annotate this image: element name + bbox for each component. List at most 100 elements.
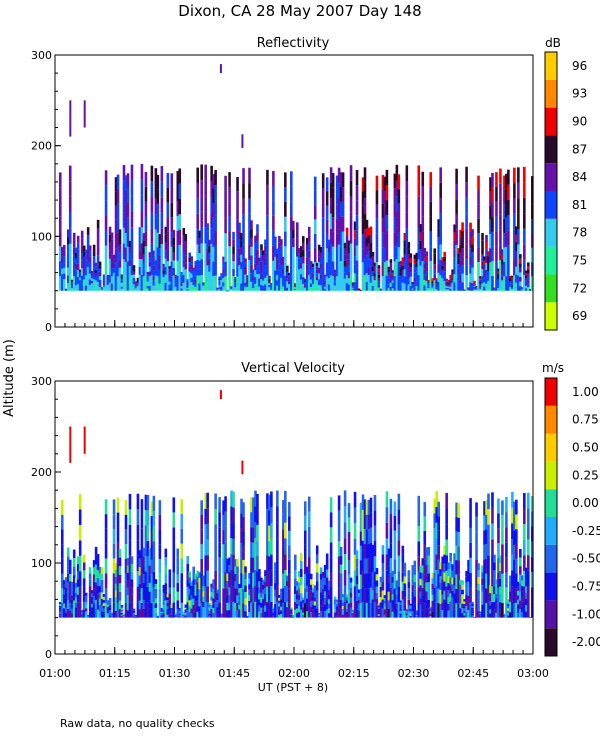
- heatmap-cell: [345, 235, 349, 244]
- heatmap-cell: [66, 237, 70, 245]
- heatmap-cell: [186, 280, 190, 283]
- heatmap-cell: [435, 538, 438, 555]
- heatmap-cell: [206, 539, 209, 556]
- heatmap-cell: [286, 575, 289, 581]
- heatmap-cell: [465, 570, 468, 577]
- heatmap-cell: [124, 276, 128, 291]
- heatmap-cell: [313, 605, 317, 610]
- heatmap-cell: [244, 262, 247, 267]
- heatmap-cell: [236, 219, 239, 234]
- heatmap-cell: [244, 282, 247, 287]
- heatmap-cell: [124, 189, 128, 205]
- heatmap-cell: [128, 555, 132, 572]
- heatmap-cell: [114, 610, 118, 618]
- heatmap-cell: [142, 600, 146, 609]
- heatmap-cell: [164, 226, 168, 235]
- x-tick-label: 02:00: [278, 667, 310, 680]
- heatmap-cell: [437, 501, 440, 517]
- heatmap-cell: [234, 289, 237, 291]
- heatmap-cell: [431, 611, 435, 618]
- heatmap-cell: [84, 264, 88, 271]
- heatmap-cell: [519, 600, 522, 610]
- heatmap-cell: [70, 281, 74, 283]
- heatmap-cell: [162, 597, 166, 602]
- heatmap-cell: [126, 246, 130, 262]
- heatmap-cell: [160, 197, 164, 213]
- heatmap-cell: [413, 281, 417, 287]
- heatmap-cell: [477, 247, 480, 262]
- heatmap-cell: [210, 243, 213, 260]
- heatmap-cell: [471, 252, 474, 260]
- heatmap-cell: [90, 600, 94, 604]
- heatmap-cell: [479, 612, 482, 613]
- heatmap-cell: [172, 267, 176, 276]
- heatmap-cell: [190, 594, 194, 600]
- heatmap-cell: [126, 202, 130, 218]
- heatmap-cell: [483, 277, 486, 283]
- heatmap-cell: [447, 562, 450, 570]
- heatmap-cell: [371, 271, 375, 277]
- heatmap-cell: [112, 558, 116, 574]
- heatmap-cell: [407, 284, 411, 291]
- heatmap-cell: [523, 213, 526, 229]
- heatmap-cell: [204, 539, 207, 556]
- heatmap-cell: [214, 524, 217, 541]
- heatmap-cell: [429, 610, 433, 613]
- heatmap-cell: [469, 542, 472, 558]
- heatmap-cell: [104, 245, 108, 261]
- heatmap-cell: [122, 617, 126, 618]
- heatmap-cell: [152, 602, 156, 618]
- heatmap-cell: [130, 196, 134, 212]
- heatmap-cell: [297, 258, 301, 265]
- heatmap-cell: [381, 247, 385, 262]
- heatmap-cell: [214, 602, 217, 618]
- heatmap-cell: [353, 273, 357, 283]
- heatmap-cell: [523, 166, 526, 183]
- heatmap-cell: [146, 274, 150, 277]
- heatmap-cell: [218, 557, 221, 573]
- heatmap-cell: [106, 606, 110, 609]
- heatmap-cell: [479, 277, 482, 280]
- heatmap-cell: [272, 611, 275, 613]
- heatmap-cell: [365, 255, 369, 265]
- heatmap-cell: [417, 259, 421, 276]
- heatmap-cell: [329, 542, 333, 558]
- heatmap-cell: [311, 592, 315, 597]
- heatmap-cell: [317, 615, 321, 617]
- heatmap-cell: [106, 608, 110, 612]
- heatmap-cell: [142, 591, 146, 601]
- heatmap-cell: [431, 583, 435, 590]
- heatmap-cell: [72, 592, 76, 601]
- heatmap-cell: [256, 602, 259, 618]
- heatmap-cell: [294, 554, 297, 563]
- heatmap-cell: [234, 610, 237, 618]
- heatmap-cell: [335, 204, 339, 219]
- heatmap-cell: [323, 591, 327, 598]
- heatmap-cell: [264, 570, 267, 577]
- x-tick-label: 02:45: [457, 667, 489, 680]
- heatmap-cell: [437, 263, 440, 273]
- heatmap-cell: [357, 589, 361, 593]
- heatmap-cell: [453, 241, 456, 250]
- heatmap-cell: [294, 578, 297, 587]
- heatmap-cell: [363, 543, 367, 559]
- heatmap-cell: [379, 289, 383, 290]
- colorbar-label: 0.00: [572, 496, 599, 510]
- heatmap-cell: [487, 285, 490, 291]
- heatmap-cell: [218, 285, 221, 288]
- heatmap-cell: [234, 278, 237, 281]
- heatmap-cell: [140, 274, 144, 291]
- heatmap-cell: [505, 232, 508, 247]
- heatmap-cell: [184, 615, 188, 618]
- heatmap-cell: [178, 612, 182, 615]
- heatmap-cell: [152, 511, 156, 527]
- heatmap-cell: [477, 204, 480, 219]
- heatmap-cell: [76, 594, 80, 603]
- heatmap-cell: [204, 570, 207, 587]
- heatmap-cell: [437, 559, 440, 575]
- heatmap-cell: [509, 286, 512, 289]
- heatmap-cell: [451, 590, 454, 598]
- heatmap-cell: [194, 606, 198, 613]
- heatmap-cell: [335, 247, 339, 262]
- heatmap-cell: [311, 270, 315, 274]
